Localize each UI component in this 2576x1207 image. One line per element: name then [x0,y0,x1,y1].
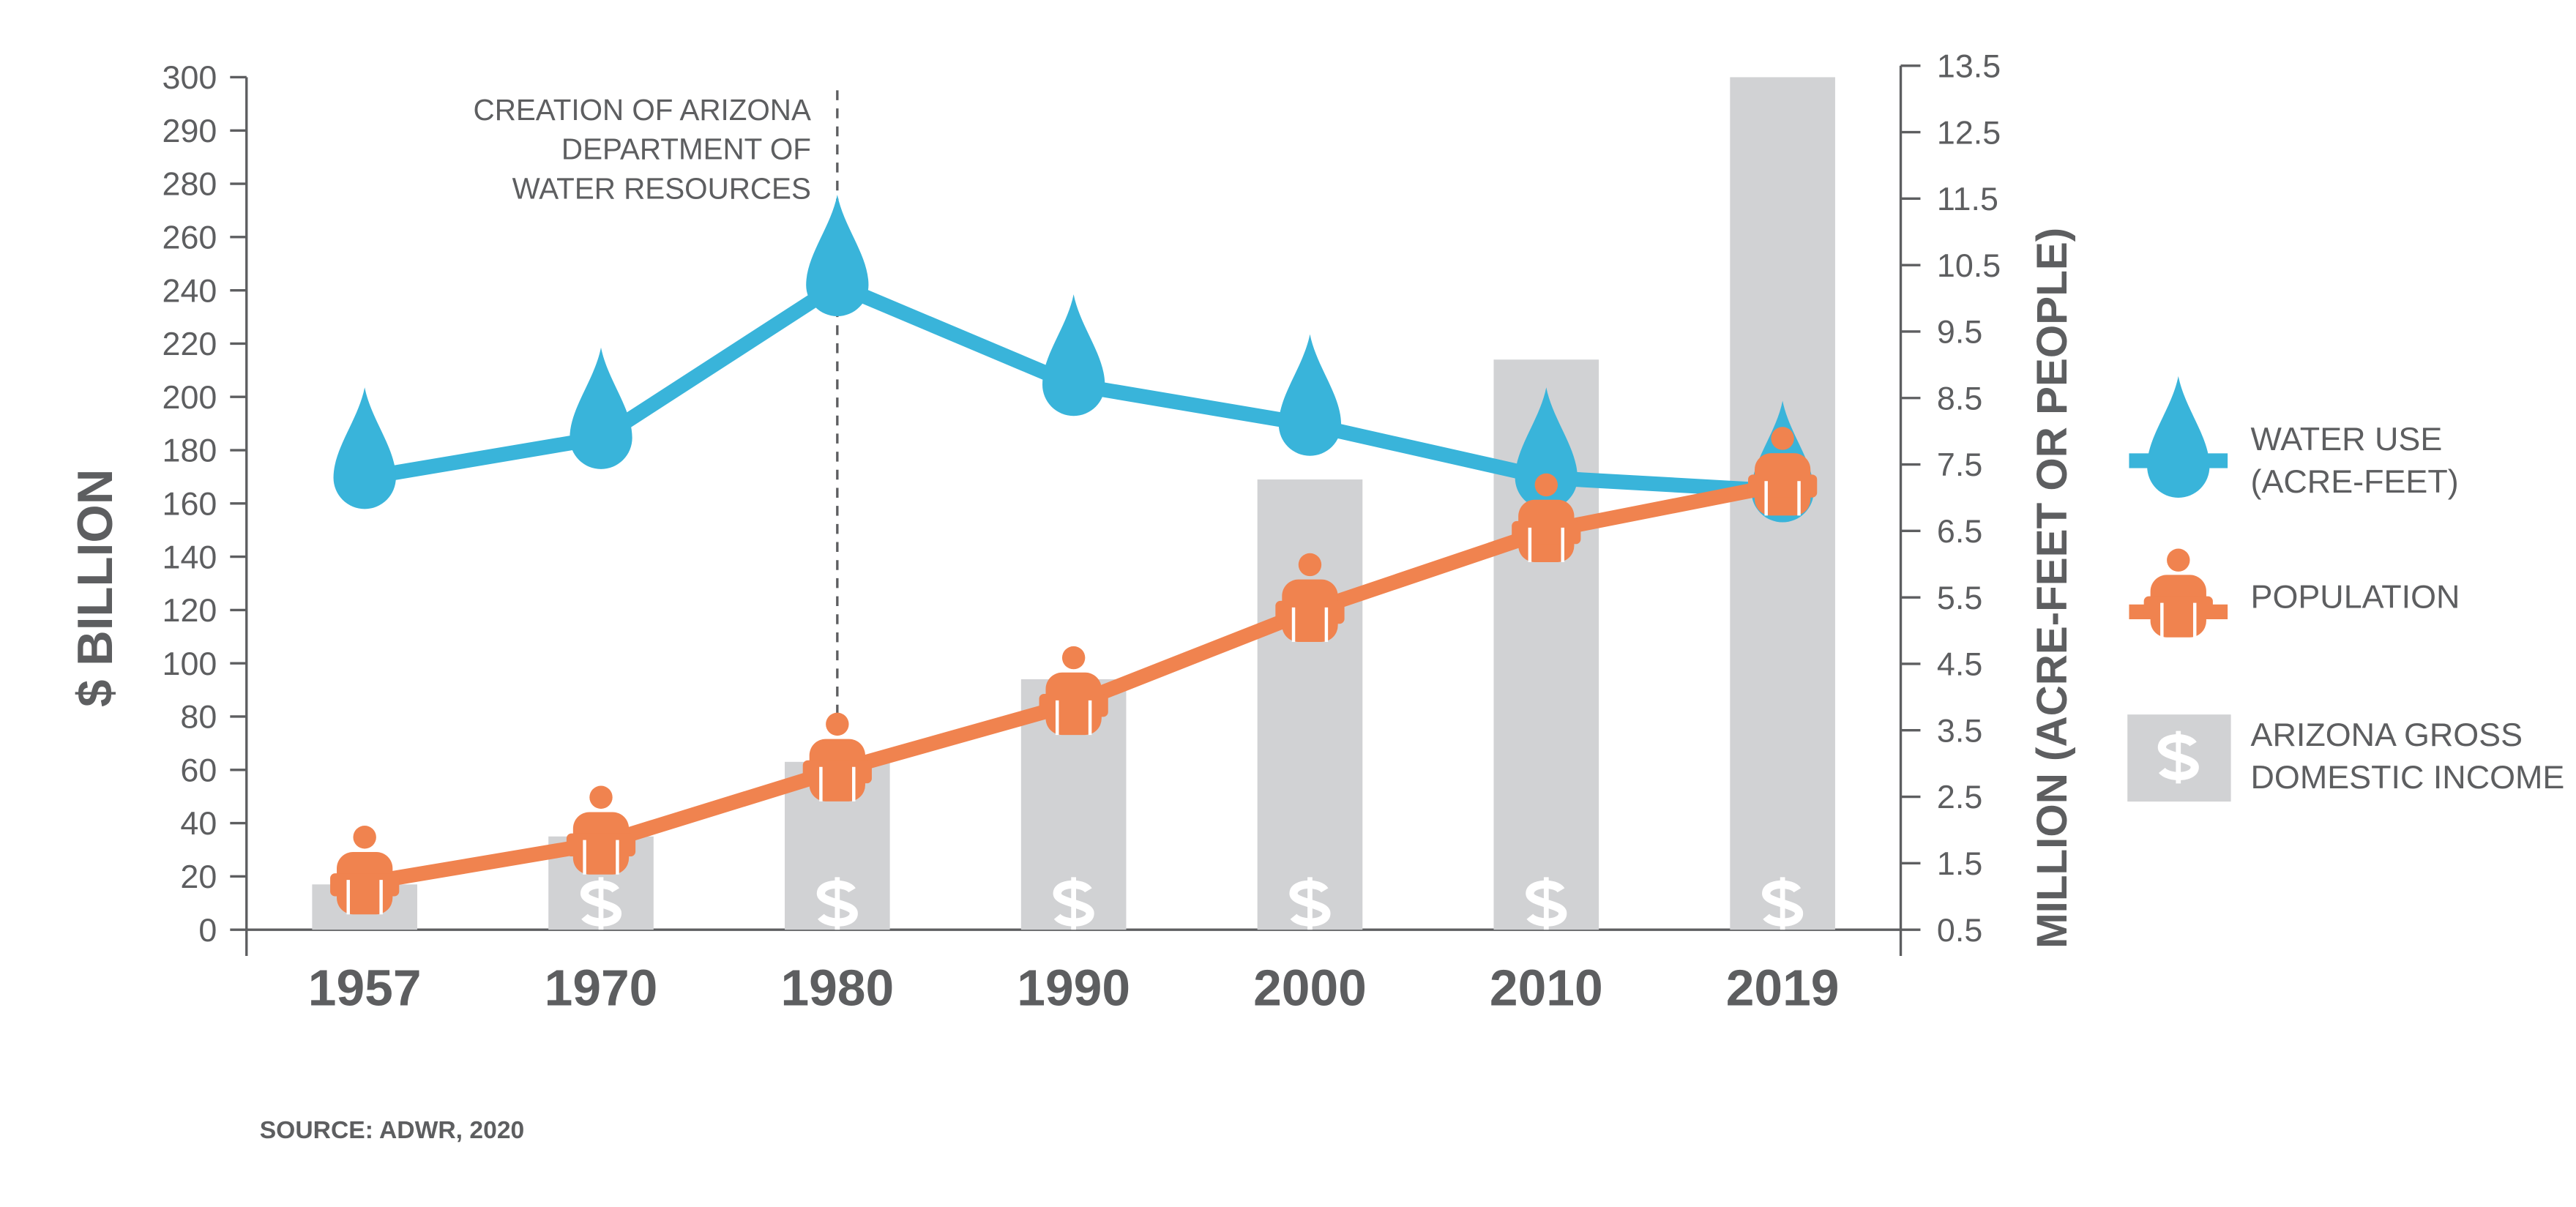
water-drop [1042,294,1105,416]
person-arms [802,760,872,784]
y2-tick-label: 13.5 [1937,47,2001,84]
y-tick-label: 260 [162,219,217,256]
y-tick-label: 160 [162,485,217,523]
person-head [826,712,849,736]
x-tick-label: 2000 [1253,959,1367,1016]
water-drop [2147,375,2210,498]
y2-tick-label: 1.5 [1937,845,1982,882]
y-tick-label: 280 [162,165,217,203]
water-drop [806,194,869,317]
x-tick-label: 2019 [1726,959,1840,1016]
y2-tick-label: 11.5 [1937,180,1998,217]
x-tick-label: 1990 [1017,959,1130,1016]
person-head [1298,553,1322,577]
person-marker [1275,553,1345,642]
y-tick-label: 120 [162,591,217,629]
person-marker [2143,548,2213,638]
y2-tick-label: 2.5 [1937,778,1982,815]
legend-item: ARIZONA GROSS DOMESTIC INCOME [2127,714,2565,802]
y2-axis-label: MILLION (ACRE-FEET OR PEOPLE) [2028,228,2076,949]
x-tick-label: 1970 [545,959,658,1016]
x-tick-label: 2010 [1490,959,1603,1016]
person-arms [1747,474,1818,498]
y-tick-label: 140 [162,538,217,575]
y2-tick-label: 8.5 [1937,379,1982,416]
water-drop [1278,334,1342,456]
y2-tick-label: 12.5 [1937,113,2001,151]
lines-layer [330,194,1818,915]
bar [1257,479,1363,930]
y-tick-label: 100 [162,645,217,682]
x-tick-label: 1980 [780,959,894,1016]
legend-item: POPULATION [2129,548,2460,638]
y-tick-label: 40 [180,804,217,842]
person-head [1061,646,1086,670]
annotation: CREATION OF ARIZONA DEPARTMENT OF WATER RE… [474,93,811,206]
y2-tick-label: 5.5 [1937,579,1982,616]
y-tick-label: 60 [180,751,217,788]
person-arms [1039,693,1108,717]
y-axis-label: $ BILLION [68,469,123,707]
legend-label: POPULATION [2251,578,2460,615]
y-tick-label: 80 [180,698,217,736]
y2-tick-label: 6.5 [1937,512,1982,550]
person-marker [802,712,872,801]
y-tick-label: 0 [198,911,217,949]
y2-tick-label: 9.5 [1937,313,1982,351]
person-arms [1275,600,1345,624]
water-drop [1515,387,1578,509]
water-drop [333,387,396,509]
x-tick-label: 1957 [308,959,422,1016]
person-head [1771,427,1794,450]
source: SOURCE: ADWR, 2020 [260,1117,525,1144]
legend-label: ARIZONA GROSS DOMESTIC INCOME [2251,716,2565,796]
legend-label: WATER USE (ACRE-FEET) [2251,420,2459,500]
legend-item: WATER USE (ACRE-FEET) [2129,375,2459,500]
y-tick-label: 20 [180,858,217,895]
y-tick-label: 180 [162,432,217,469]
y-tick-label: 240 [162,272,217,309]
water-drop [570,347,632,469]
person-arms [566,833,636,857]
y-tick-label: 200 [162,378,217,416]
y2-tick-label: 4.5 [1937,646,1982,683]
y-tick-label: 220 [162,325,217,362]
person-arms [2143,596,2213,620]
y2-tick-label: 0.5 [1937,911,1982,949]
person-head [353,826,376,849]
y-tick-label: 290 [162,112,217,149]
y-tick-label: 300 [162,59,217,96]
person-marker [1512,473,1581,562]
person-arms [1512,520,1581,545]
y2-tick-label: 7.5 [1937,446,1982,483]
person-marker [1039,646,1108,736]
person-head [1534,473,1558,497]
person-head [2167,548,2190,572]
person-marker [566,785,636,875]
person-marker [1747,427,1818,516]
y2-tick-label: 3.5 [1937,711,1982,749]
person-marker [330,826,400,915]
y2-tick-label: 10.5 [1937,247,2001,284]
person-arms [330,873,400,897]
person-head [589,785,613,809]
